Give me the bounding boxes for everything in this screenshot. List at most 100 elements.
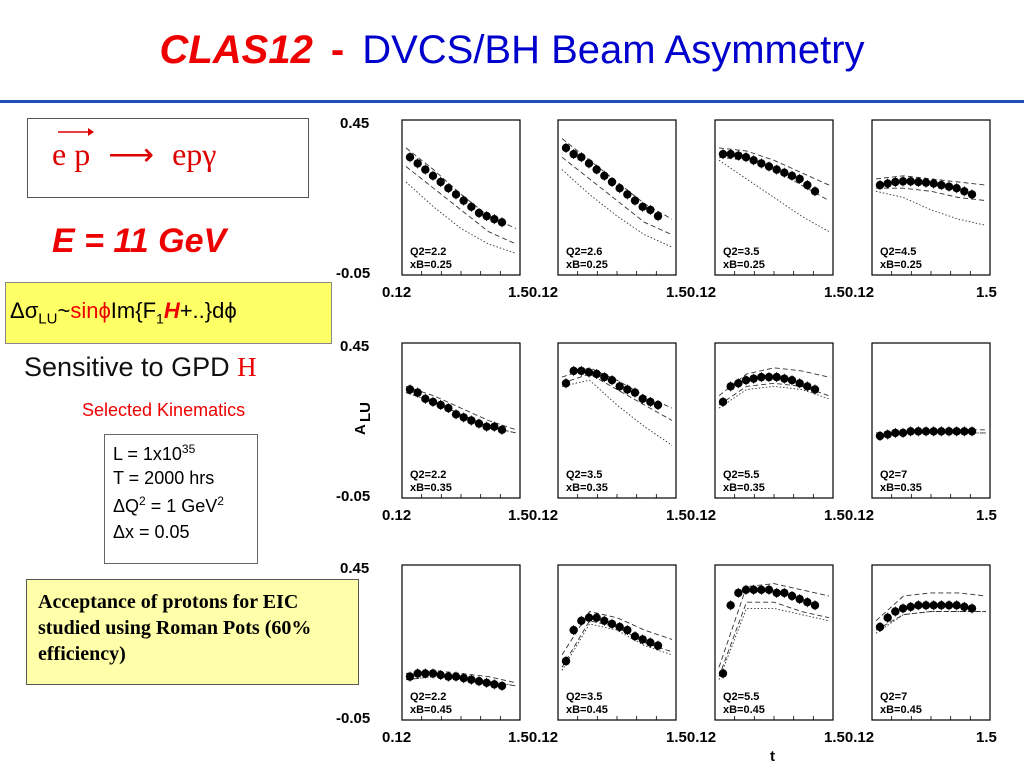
data-point (561, 656, 571, 666)
data-point (630, 196, 640, 205)
data-point (490, 215, 499, 224)
data-point (875, 622, 885, 632)
data-point (906, 602, 915, 612)
data-point (638, 394, 647, 403)
panel-xb-label: xB=0.25 (880, 259, 922, 271)
panel-q2-label: Q2=3.5 (566, 469, 602, 481)
data-point (490, 422, 499, 431)
panel-xb-label: xB=0.35 (410, 482, 452, 494)
theory-curve-dotted (875, 611, 986, 634)
theory-curve-upper (718, 367, 830, 397)
data-point (459, 673, 468, 683)
panel-q2-label: Q2=3.5 (723, 246, 759, 258)
data-point (569, 625, 578, 635)
data-point (428, 669, 438, 678)
data-point (577, 616, 586, 625)
asymmetry-chart-grid: Q2=2.2xB=0.25Q2=2.6xB=0.25Q2=3.5xB=0.25Q… (336, 115, 997, 765)
title-dvcs: DVCS/BH Beam Asymmetry (362, 28, 865, 72)
data-point (577, 366, 586, 376)
param-q2-text: ΔQ (113, 496, 140, 516)
data-point (906, 177, 915, 186)
title-underline (0, 100, 1024, 103)
data-point (734, 588, 743, 598)
x-tick-label: 1.50.12 (508, 507, 558, 524)
y-tick-label: 0.45 (340, 560, 369, 577)
title-dash: - (330, 28, 345, 72)
theory-curve-lower (876, 187, 987, 202)
data-point (734, 379, 743, 388)
data-point (787, 171, 797, 180)
data-point (960, 602, 969, 612)
data-point (405, 153, 415, 162)
data-point (891, 607, 900, 616)
formula-lu: LU (38, 310, 58, 328)
data-point (490, 680, 499, 689)
param-time: T = 2000 hrs (113, 468, 215, 488)
data-point (883, 613, 892, 622)
panel-xb-label: xB=0.45 (566, 704, 608, 716)
data-point (810, 601, 820, 610)
data-point (405, 385, 415, 394)
y-axis-label-sub: LU (357, 402, 374, 422)
data-point (937, 180, 946, 190)
data-point (444, 672, 453, 681)
theory-curve-dotted (718, 385, 830, 409)
acceptance-note: Acceptance of protons for EIC studied us… (38, 591, 312, 665)
data-point (795, 594, 804, 604)
sensitive-text: Sensitive to GPD H (24, 352, 257, 383)
panel-xb-label: xB=0.45 (880, 704, 922, 716)
data-point (421, 165, 430, 174)
panel-xb-label: xB=0.25 (723, 259, 765, 271)
data-point (757, 372, 766, 382)
data-point (952, 601, 961, 610)
data-point (561, 379, 571, 388)
data-point (780, 588, 789, 598)
data-point (405, 672, 415, 681)
data-point (749, 156, 758, 165)
data-point (630, 388, 640, 397)
data-point (630, 632, 640, 641)
data-point (592, 613, 601, 622)
data-point (803, 180, 812, 190)
data-point (600, 171, 609, 180)
data-point (459, 413, 468, 422)
data-point (787, 376, 797, 385)
data-point (898, 604, 908, 613)
formula-box (5, 282, 332, 344)
data-point (474, 208, 484, 218)
sensitive-gpd: H (237, 352, 257, 382)
x-tick-label: 0.12 (382, 729, 411, 746)
data-point (757, 159, 766, 168)
panel-q2-label: Q2=2.6 (566, 246, 602, 258)
selected-kinematics: Selected Kinematics (82, 400, 246, 420)
data-point (482, 422, 491, 431)
data-point (497, 681, 507, 691)
data-point (428, 397, 438, 407)
theory-curve-lower (405, 166, 517, 245)
data-point (803, 598, 812, 607)
data-point (914, 427, 923, 436)
data-point (803, 382, 812, 391)
data-point (638, 635, 647, 644)
parameters-box (104, 434, 258, 564)
panel-frame (871, 564, 991, 721)
theory-curve-dotted (561, 379, 673, 446)
panel-xb-label: xB=0.25 (566, 259, 608, 271)
data-point (726, 382, 735, 391)
data-point (952, 427, 961, 436)
reaction-arrow: ⟶ (108, 136, 155, 172)
panel-xb-label: xB=0.35 (566, 482, 608, 494)
data-point (906, 427, 915, 436)
data-point (960, 427, 969, 436)
data-point (607, 376, 617, 385)
x-axis-label: t (770, 748, 775, 765)
asymmetry-formula: ΔσLU~sinϕIm{F1H+..}dϕ (10, 298, 237, 327)
data-point (726, 601, 735, 610)
data-point (646, 638, 655, 647)
data-point (615, 382, 624, 391)
y-tick-label: -0.05 (336, 710, 370, 727)
panel-xb-label: xB=0.25 (410, 259, 452, 271)
data-point (451, 190, 461, 199)
data-point (623, 385, 632, 394)
data-point (718, 397, 728, 407)
